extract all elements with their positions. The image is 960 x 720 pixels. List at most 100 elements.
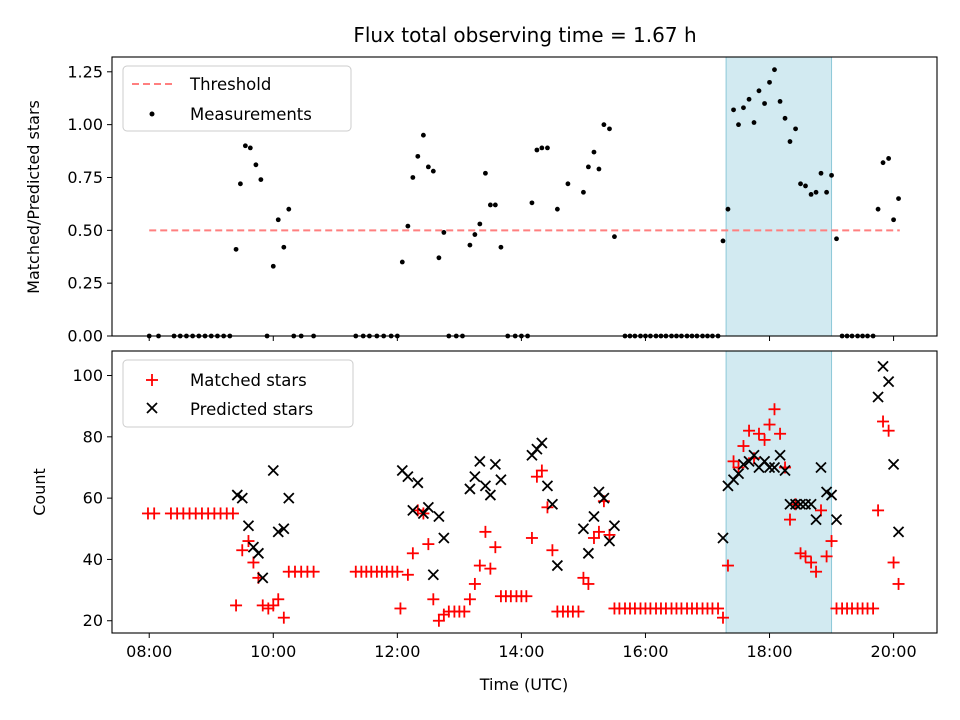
legend-threshold-label: Threshold [189,75,271,94]
predicted-star-point [779,464,791,477]
legend-measurements-swatch [149,111,155,117]
measurement-point [286,206,292,212]
matched-star-point [242,535,255,548]
measurement-point [601,122,607,128]
predicted-star-point [825,489,838,501]
measurement-point [875,206,881,212]
bottom-y-tick-label: 40 [83,550,103,569]
matched-star-point [489,541,502,554]
predicted-star-point [877,360,889,372]
predicted-star-point [257,572,269,584]
matched-star-point [484,562,497,575]
predicted-star-point [789,498,802,510]
predicted-star-point [603,535,616,547]
matched-star-point [592,525,605,538]
predicted-star-point [815,461,827,474]
matched-star-point [458,605,471,618]
predicted-star-point [608,520,621,532]
predicted-star-point [763,461,776,474]
predicted-star-point [479,480,492,492]
measurement-point [741,105,746,111]
matched-star-point [743,424,756,437]
measurement-point [425,164,431,170]
matched-star-point [479,525,492,538]
measurement-point [798,181,803,187]
predicted-star-point [495,474,507,486]
matched-star-point [603,528,616,541]
matched-star-point [815,504,828,517]
measurement-point [725,206,731,212]
predicted-star-point [737,458,750,471]
matched-star-point [805,556,818,569]
predicted-star-point [794,498,807,510]
measurement-point [834,236,839,242]
top-y-tick-label: 0.25 [67,274,103,293]
predicted-star-point [748,449,760,461]
matched-star-point [422,538,435,551]
measurement-point [554,206,560,212]
bottom-x-tick-label: 18:00 [746,642,792,661]
predicted-star-point [272,526,284,538]
measurement-point [565,181,571,187]
matched-star-point [468,577,481,590]
predicted-star-point [231,489,243,501]
measurement-point [829,172,834,178]
matched-star-point [768,403,781,416]
matched-star-point [394,602,407,615]
measurement-point [777,98,783,104]
bottom-x-tick-label: 20:00 [871,642,917,661]
matched-star-point [732,461,745,474]
predicted-star-point [882,376,895,388]
legend-measurements-label: Measurements [190,105,312,124]
matched-star-point [810,565,823,578]
matched-star-point [572,605,585,618]
matched-star-point [752,427,765,440]
predicted-star-point [402,471,414,483]
matched-star-point [148,507,161,520]
predicted-star-point [484,489,497,501]
matched-star-point [541,501,554,514]
measurement-point [782,115,788,121]
predicted-star-point [805,498,817,510]
predicted-star-point [427,569,439,581]
legend-predicted-label: Predicted stars [190,400,313,419]
measurement-point [720,238,726,244]
matched-star-point [577,571,590,584]
matched-star-point [763,418,776,431]
top-legend-box [122,65,352,132]
predicted-star-point [541,480,554,492]
matched-star-point [520,590,533,603]
measurement-point [751,120,757,125]
bottom-x-tick-label: 12:00 [374,642,420,661]
predicted-star-point [820,486,833,498]
measurement-point [242,143,248,149]
measurement-point [607,126,612,132]
measurement-point [441,230,447,235]
measurement-point [803,183,808,189]
predicted-star-point [872,391,884,403]
matched-star-point [892,577,905,590]
bottom-x-tick-label: 16:00 [622,642,668,661]
predicted-star-point [422,501,434,513]
predicted-star-point [464,483,476,495]
measurement-point [410,175,416,180]
predicted-star-point [536,437,548,449]
measurement-point [253,162,259,168]
bottom-y-axis-label: Count [30,468,49,516]
measurement-point [596,166,602,172]
matched-star-point [226,507,239,520]
top-chart-title: Flux total observing time = 1.67 h [353,23,696,47]
predicted-star-point [412,477,424,489]
matched-star-point [256,599,269,612]
legend-predicted-swatch [146,402,158,414]
matched-star-point [582,577,595,590]
measurement-point [612,234,617,240]
bottom-x-tick-label: 08:00 [126,642,172,661]
predicted-star-point [577,523,590,535]
bottom-y-tick-label: 20 [83,611,103,630]
predicted-star-point [236,492,248,504]
matched-star-point [721,559,734,572]
bottom-highlight-span [725,350,833,634]
top-axes-frame [111,56,938,337]
measurement-point [415,153,421,159]
